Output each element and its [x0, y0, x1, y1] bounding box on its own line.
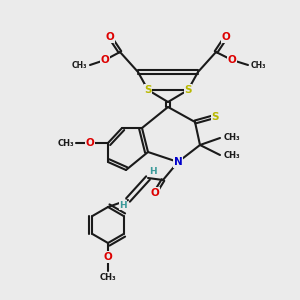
Text: O: O	[228, 55, 236, 65]
Text: O: O	[151, 188, 159, 198]
Text: CH₃: CH₃	[251, 61, 266, 70]
Text: S: S	[144, 85, 152, 95]
Text: CH₃: CH₃	[57, 139, 74, 148]
Text: H: H	[119, 200, 127, 209]
Text: H: H	[149, 167, 157, 176]
Text: N: N	[174, 157, 182, 167]
Text: O: O	[85, 138, 94, 148]
Text: CH₃: CH₃	[224, 134, 241, 142]
Text: CH₃: CH₃	[224, 151, 241, 160]
Text: O: O	[222, 32, 230, 42]
Text: O: O	[106, 32, 114, 42]
Text: S: S	[211, 112, 219, 122]
Text: O: O	[100, 55, 109, 65]
Text: O: O	[103, 252, 112, 262]
Text: CH₃: CH₃	[100, 273, 116, 282]
Text: CH₃: CH₃	[71, 61, 87, 70]
Text: S: S	[184, 85, 192, 95]
